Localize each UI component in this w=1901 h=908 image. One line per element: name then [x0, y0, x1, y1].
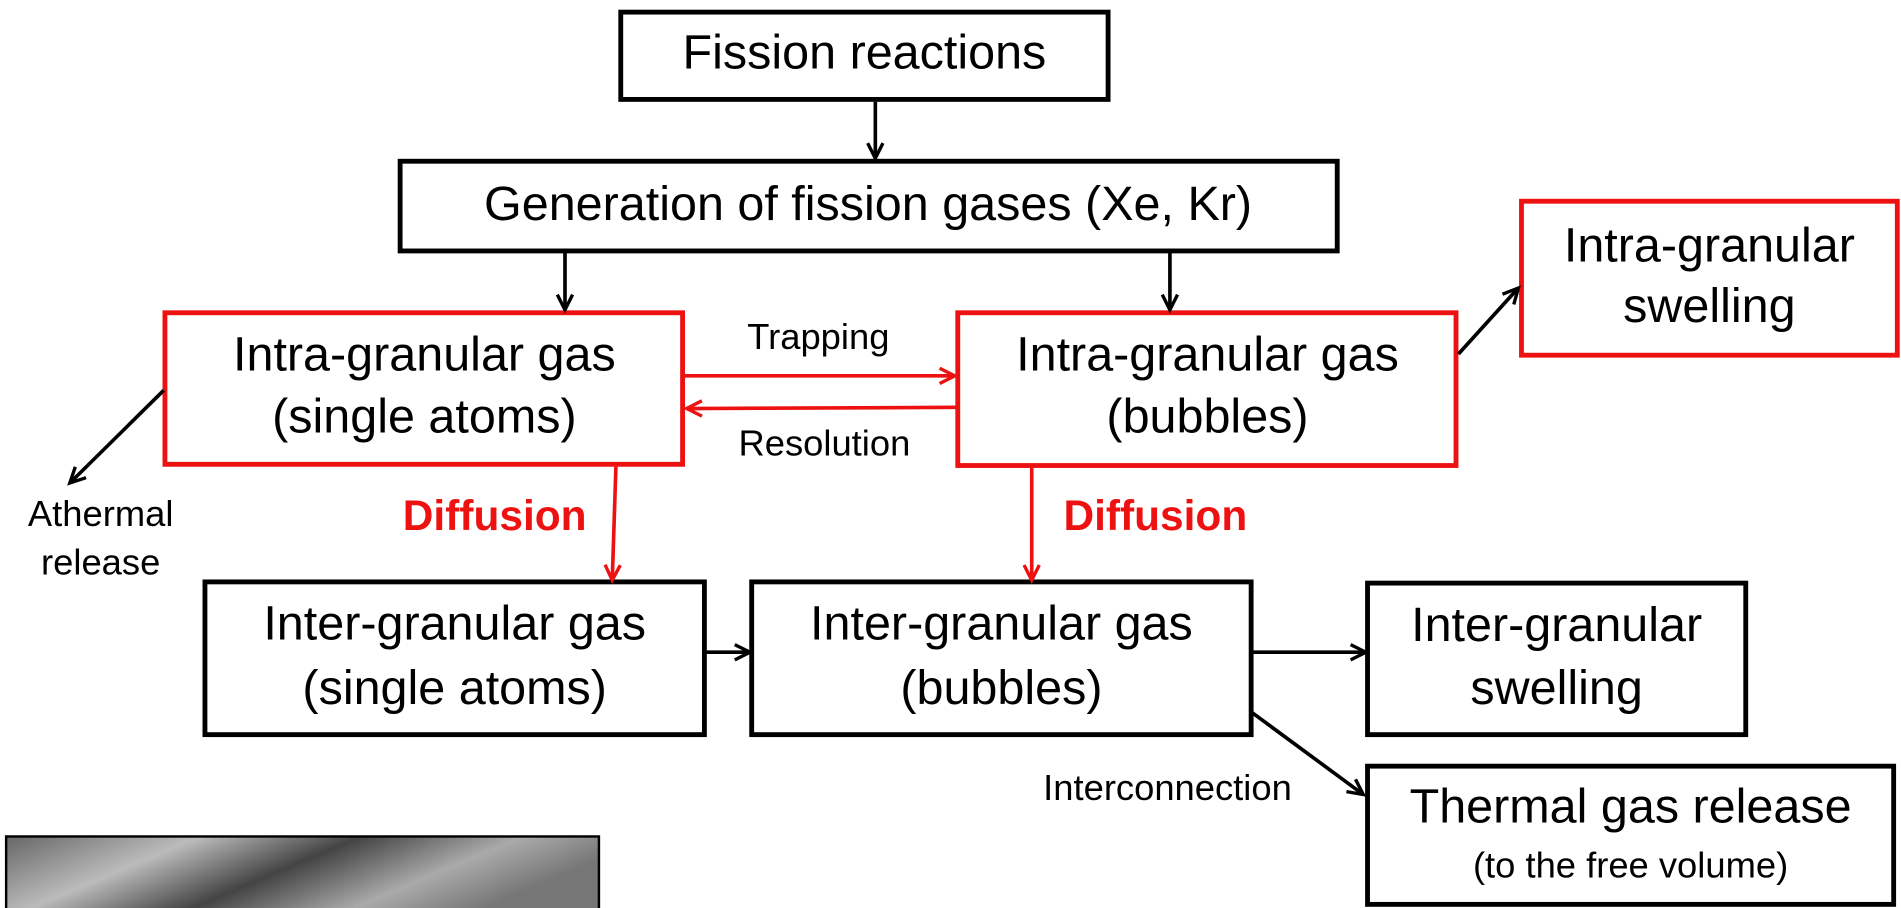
edge-label: Resolution [739, 423, 911, 464]
node-label: (single atoms) [302, 661, 606, 715]
node-label: Intra-granular [1564, 218, 1855, 272]
arrow [1457, 285, 1521, 356]
edge-label: Trapping [747, 316, 889, 357]
node-label: swelling [1623, 279, 1795, 333]
node-box [1365, 763, 1897, 907]
node-box [749, 579, 1254, 738]
node-label: Thermal gas release [1410, 780, 1852, 834]
node-label: Inter-granular [1411, 598, 1702, 652]
arrow [67, 389, 166, 486]
node-label: (bubbles) [1106, 389, 1308, 443]
micrograph [4, 835, 601, 908]
edge-label: release [41, 542, 160, 583]
node-label: (to the free volume) [1473, 845, 1788, 886]
node-label: swelling [1470, 661, 1642, 715]
node-box [1519, 198, 1900, 358]
node-label: Inter-granular gas [263, 597, 646, 651]
node-box [202, 579, 707, 738]
edge-label: Athermal [28, 493, 174, 534]
edge-label: Diffusion [403, 492, 587, 539]
node-label: (bubbles) [900, 661, 1102, 715]
node-label: (single atoms) [272, 389, 576, 443]
node-box [618, 9, 1111, 102]
node-box [162, 310, 686, 467]
node-label: Intra-granular gas [1016, 327, 1399, 381]
node-box [955, 310, 1459, 468]
arrow [603, 466, 622, 584]
node-label: Intra-granular gas [233, 327, 616, 381]
node-label: Fission reactions [683, 26, 1047, 80]
edge-label: Interconnection [1043, 767, 1292, 808]
node-box [397, 158, 1340, 254]
node-label: Inter-granular gas [810, 597, 1193, 651]
arrow [1251, 711, 1367, 797]
edge-label: Diffusion [1064, 492, 1248, 539]
node-label: Generation of fission gases (Xe, Kr) [484, 177, 1252, 231]
arrow [682, 399, 958, 418]
